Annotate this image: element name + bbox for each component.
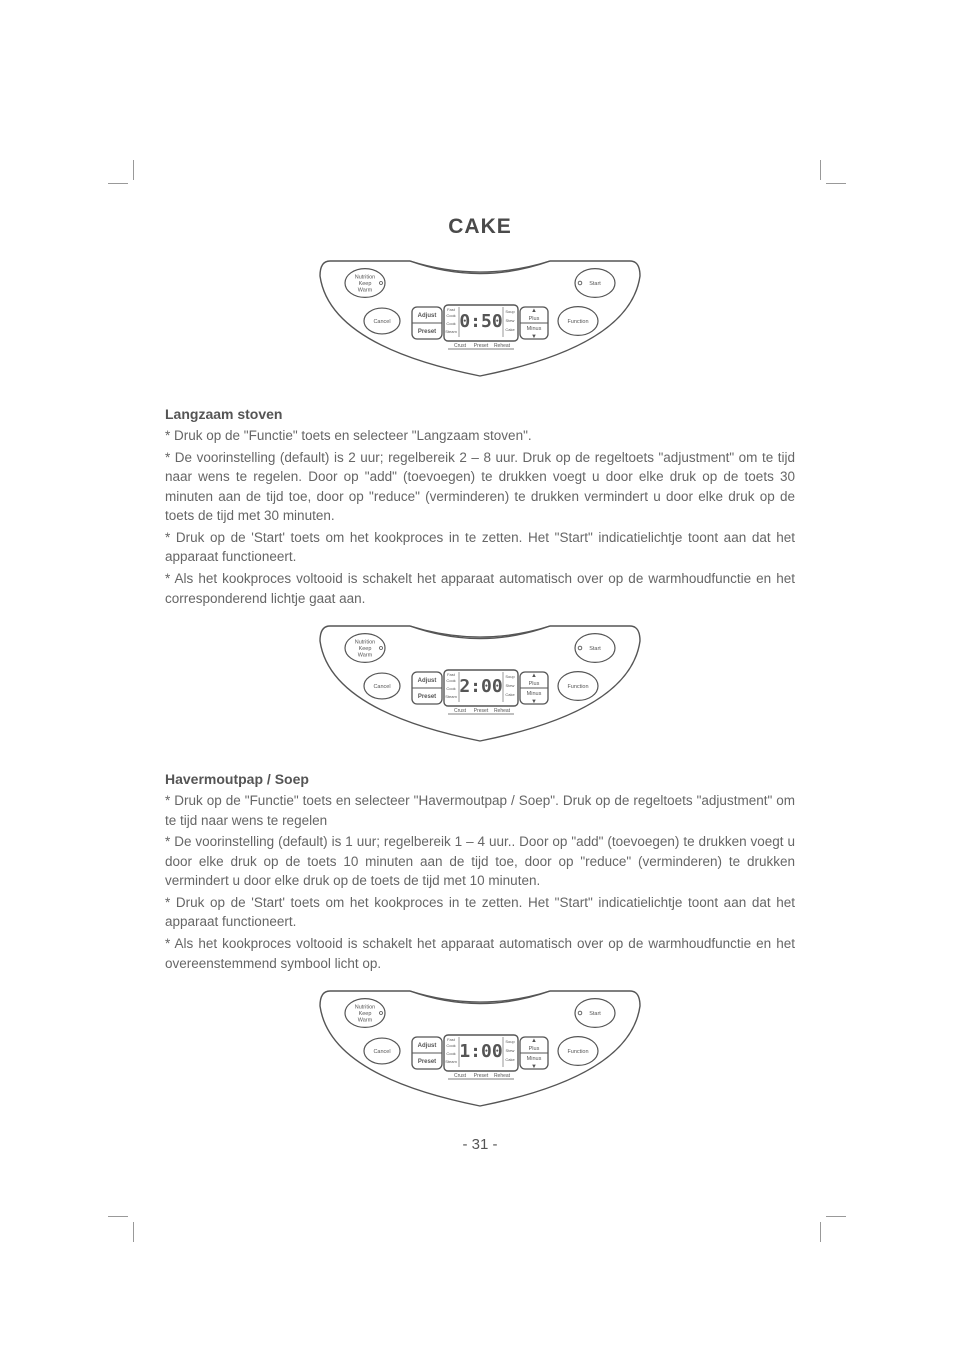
svg-text:Cook: Cook	[446, 313, 455, 318]
svg-text:Preset: Preset	[474, 343, 489, 349]
svg-text:Keep: Keep	[359, 1011, 372, 1017]
svg-text:Soup: Soup	[505, 309, 515, 314]
crop-mark	[108, 1216, 128, 1217]
svg-text:▲: ▲	[531, 308, 537, 314]
svg-text:0:50: 0:50	[459, 311, 502, 332]
svg-text:Start: Start	[589, 1011, 601, 1017]
svg-text:Preset: Preset	[474, 1073, 489, 1079]
svg-text:Warm: Warm	[358, 1018, 373, 1024]
svg-text:Fast: Fast	[447, 1037, 456, 1042]
svg-text:Preset: Preset	[418, 1059, 436, 1065]
crop-mark	[108, 183, 128, 184]
svg-text:Keep: Keep	[359, 646, 372, 652]
svg-text:▲: ▲	[531, 673, 537, 679]
section-heading: Havermoutpap / Soep	[165, 771, 795, 787]
svg-text:Minus: Minus	[527, 326, 542, 332]
svg-text:Cook: Cook	[446, 678, 455, 683]
svg-text:Soup: Soup	[505, 674, 515, 679]
body-paragraph: * Druk op de "Functie" toets en selectee…	[165, 791, 795, 830]
svg-text:Minus: Minus	[527, 691, 542, 697]
body-paragraph: * Druk op de 'Start' toets om het kookpr…	[165, 528, 795, 567]
svg-text:1:00: 1:00	[459, 1041, 502, 1062]
svg-text:Steam: Steam	[445, 1059, 457, 1064]
svg-text:Minus: Minus	[527, 1056, 542, 1062]
svg-text:Reheat: Reheat	[494, 1073, 511, 1079]
svg-text:Adjust: Adjust	[418, 1043, 437, 1049]
crop-mark	[826, 1216, 846, 1217]
control-panel-diagram-1: NutritionKeepWarm Cancel Start Function Adju…	[165, 251, 795, 386]
svg-text:Crust: Crust	[454, 1073, 467, 1079]
svg-text:Crust: Crust	[454, 343, 467, 349]
svg-text:Warm: Warm	[358, 287, 373, 293]
svg-text:Fast: Fast	[447, 672, 456, 677]
svg-text:Cook: Cook	[446, 1051, 455, 1056]
svg-text:Reheat: Reheat	[494, 708, 511, 714]
body-paragraph: * Als het kookproces voltooid is schakel…	[165, 934, 795, 973]
page-number: - 31 -	[165, 1136, 795, 1153]
svg-text:Cake: Cake	[505, 327, 515, 332]
svg-text:Crust: Crust	[454, 708, 467, 714]
svg-text:Stew: Stew	[506, 683, 515, 688]
svg-text:Steam: Steam	[445, 694, 457, 699]
control-panel-icon: NutritionKeepWarm Cancel Start Function Adju…	[310, 616, 650, 746]
svg-text:Adjust: Adjust	[418, 313, 437, 319]
svg-text:Start: Start	[589, 646, 601, 652]
svg-text:Plus: Plus	[529, 681, 540, 687]
svg-text:Soup: Soup	[505, 1039, 515, 1044]
svg-text:Plus: Plus	[529, 1046, 540, 1052]
svg-text:Cancel: Cancel	[373, 319, 390, 325]
svg-text:▼: ▼	[531, 334, 537, 340]
svg-text:Function: Function	[567, 1049, 588, 1055]
svg-text:Plus: Plus	[529, 316, 540, 322]
svg-text:Nutrition: Nutrition	[355, 1005, 375, 1011]
svg-text:Adjust: Adjust	[418, 678, 437, 684]
page-title: CAKE	[165, 215, 795, 239]
svg-text:Fast: Fast	[447, 307, 456, 312]
crop-mark	[820, 1222, 821, 1242]
svg-text:Cake: Cake	[505, 692, 515, 697]
crop-mark	[133, 160, 134, 180]
body-paragraph: * De voorinstelling (default) is 1 uur; …	[165, 832, 795, 891]
section-heading: Langzaam stoven	[165, 406, 795, 422]
body-paragraph: * Als het kookproces voltooid is schakel…	[165, 569, 795, 608]
svg-text:▼: ▼	[531, 1064, 537, 1070]
body-paragraph: * De voorinstelling (default) is 2 uur; …	[165, 448, 795, 526]
control-panel-diagram-2: NutritionKeepWarm Cancel Start Function Adju…	[165, 616, 795, 751]
svg-text:Warm: Warm	[358, 652, 373, 658]
svg-text:Steam: Steam	[445, 329, 457, 334]
svg-text:Preset: Preset	[418, 329, 436, 335]
svg-text:Preset: Preset	[418, 694, 436, 700]
svg-text:Reheat: Reheat	[494, 343, 511, 349]
svg-text:Nutrition: Nutrition	[355, 640, 375, 646]
svg-text:▼: ▼	[531, 699, 537, 705]
svg-text:2:00: 2:00	[459, 676, 502, 697]
svg-text:Preset: Preset	[474, 708, 489, 714]
svg-text:Cook: Cook	[446, 321, 455, 326]
body-paragraph: * Druk op de 'Start' toets om het kookpr…	[165, 893, 795, 932]
svg-text:Function: Function	[567, 684, 588, 690]
svg-text:Cook: Cook	[446, 1043, 455, 1048]
svg-text:Cancel: Cancel	[373, 684, 390, 690]
control-panel-icon: NutritionKeepWarm Cancel Start Function Adju…	[310, 251, 650, 381]
svg-text:Keep: Keep	[359, 281, 372, 287]
control-panel-diagram-3: NutritionKeepWarm Cancel Start Function Adju…	[165, 981, 795, 1116]
svg-text:Stew: Stew	[506, 318, 515, 323]
svg-text:Cook: Cook	[446, 686, 455, 691]
crop-mark	[820, 160, 821, 180]
control-panel-icon: NutritionKeepWarm Cancel Start Function Adju…	[310, 981, 650, 1111]
svg-text:Cancel: Cancel	[373, 1049, 390, 1055]
svg-text:▲: ▲	[531, 1038, 537, 1044]
body-paragraph: * Druk op de "Functie" toets en selectee…	[165, 426, 795, 446]
page-content: CAKE NutritionKeepWarmCancelStartFunctio…	[165, 215, 795, 1153]
crop-mark	[826, 183, 846, 184]
svg-text:Start: Start	[589, 281, 601, 287]
svg-text:Cake: Cake	[505, 1057, 515, 1062]
svg-text:Nutrition: Nutrition	[355, 275, 375, 281]
svg-text:Stew: Stew	[506, 1048, 515, 1053]
svg-text:Function: Function	[567, 319, 588, 325]
crop-mark	[133, 1222, 134, 1242]
